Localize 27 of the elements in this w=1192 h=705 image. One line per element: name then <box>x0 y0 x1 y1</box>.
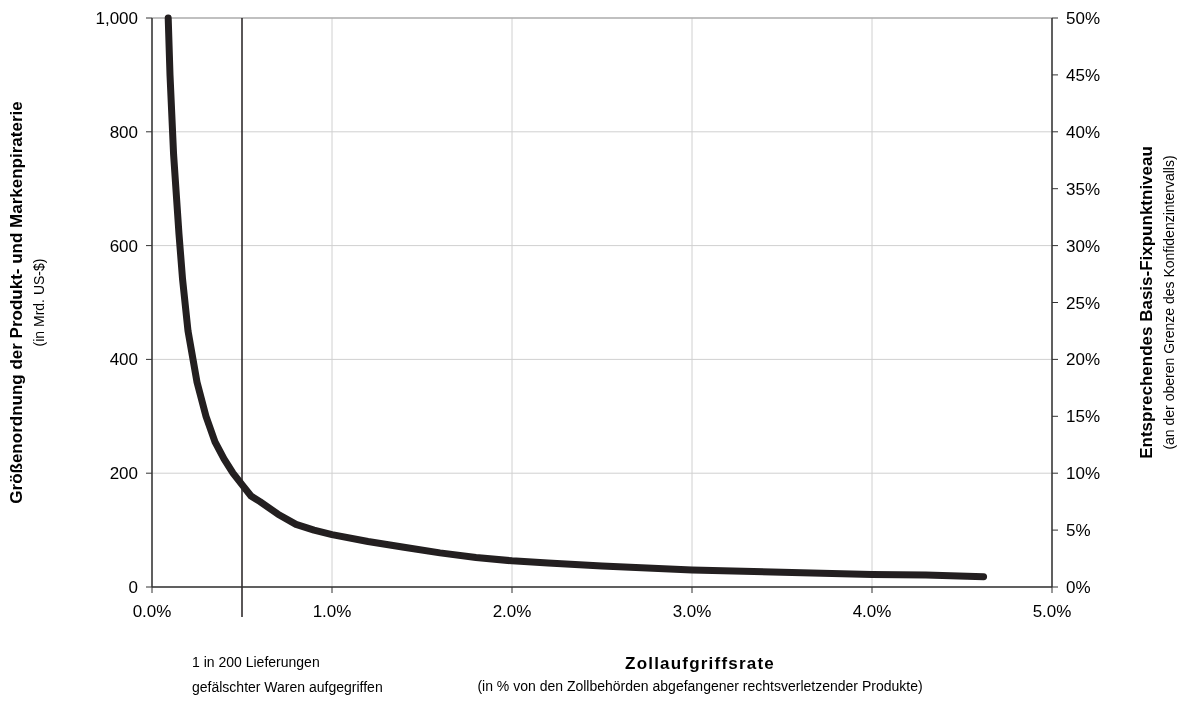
y-axis-title: Größenordnung der Produkt- und Markenpiraterie (in Mrd. US-$) <box>7 101 47 504</box>
y-tick-label: 800 <box>109 122 138 142</box>
x-axis-title: Zollaufgriffsrate (in % von den Zollbehörden abgefangener rechtsverletzender Produkte) <box>477 654 923 694</box>
y2-tick-label: 45% <box>1066 65 1101 85</box>
y2-tick-label: 50% <box>1066 9 1101 28</box>
ref-line-label: 1 in 200 Lieferungen gefälschter Waren aufgegriffen <box>192 654 383 695</box>
y-tick-label: 200 <box>109 464 138 484</box>
y2-tick-label: 30% <box>1066 236 1101 256</box>
x-tick-label: 0.0% <box>132 602 172 621</box>
x-tick-label: 2.0% <box>492 602 532 621</box>
y2-tick-label: 0% <box>1066 578 1091 597</box>
x-tick-label: 4.0% <box>852 602 892 621</box>
y-tick-label: 1,000 <box>95 9 138 28</box>
y2-tick-label: 40% <box>1066 122 1101 142</box>
y-tick-label: 400 <box>109 350 138 370</box>
y2-axis-title: Entsprechendes Basis-Fixpunktniveau (an der oberen Grenze des Konfidenzintervalls) <box>1137 146 1177 459</box>
y-tick-label: 600 <box>109 236 138 256</box>
x-tick-label: 5.0% <box>1032 602 1072 621</box>
y2-tick-label: 20% <box>1066 350 1101 370</box>
x-tick-label: 3.0% <box>672 602 712 621</box>
y2-tick-label: 25% <box>1066 293 1101 313</box>
x-tick-label: 1.0% <box>312 602 352 621</box>
y2-tick-label: 5% <box>1066 521 1091 541</box>
y-tick-label: 0 <box>128 578 138 597</box>
y2-tick-label: 35% <box>1066 179 1101 199</box>
y2-tick-label: 15% <box>1066 407 1101 427</box>
y2-tick-label: 10% <box>1066 464 1101 484</box>
